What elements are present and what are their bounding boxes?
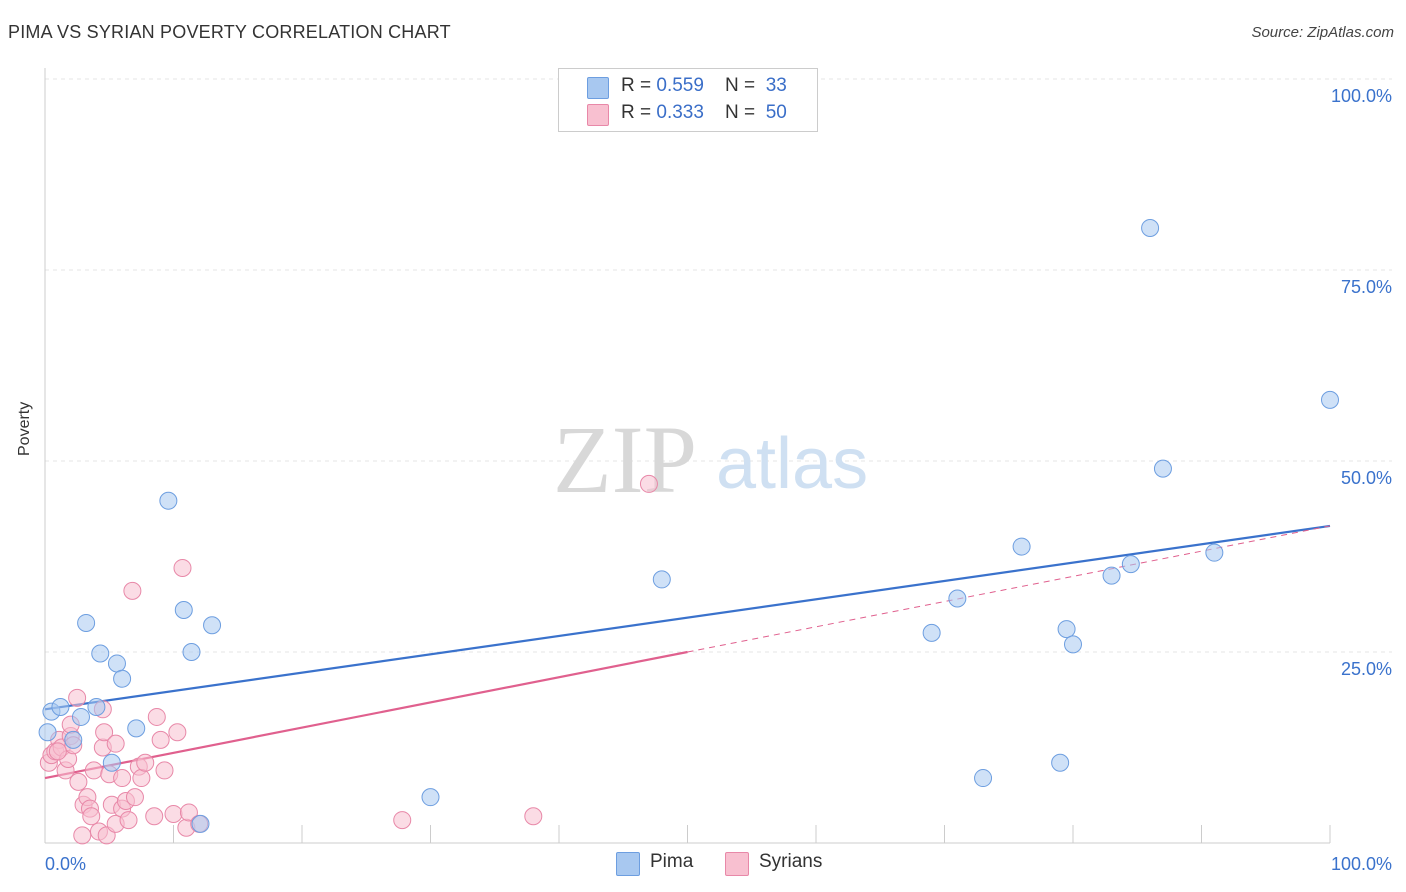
pima-point (1102, 566, 1121, 585)
bottom-pima-swatch (616, 852, 640, 876)
tick-labels: 25.0% 50.0% 75.0% 100.0% 0.0% 100.0% (45, 86, 1392, 874)
syrians-n-value: 50 (765, 102, 787, 123)
syrians-point (68, 688, 87, 707)
syrians-point (95, 723, 114, 742)
pima-point (922, 623, 941, 642)
pima-point (64, 730, 83, 749)
pima-point (51, 698, 70, 717)
pima-point (91, 644, 110, 663)
data-points (38, 218, 1339, 845)
y-axis-label: Poverty (16, 401, 33, 456)
syrians-point (69, 772, 88, 791)
pima-point (107, 654, 126, 673)
syrians-r-value: 0.333 (656, 102, 704, 123)
chart-title: PIMA VS SYRIAN POVERTY CORRELATION CHART (8, 22, 451, 42)
pima-point (1057, 620, 1076, 639)
pima-point (174, 600, 193, 619)
pima-point (87, 698, 106, 717)
syrians-point (48, 742, 67, 761)
syrians-point (393, 811, 412, 830)
syrians-point (119, 811, 138, 830)
syrians-point (123, 581, 142, 600)
source-label: Source: ZipAtlas.com (1251, 24, 1394, 41)
syrians-point (145, 807, 164, 826)
pima-point (182, 643, 201, 661)
syrians-point (639, 474, 658, 493)
pima-n-value: 33 (765, 75, 787, 96)
x-tick-label: 0.0% (45, 854, 86, 874)
syrians-point (164, 804, 183, 823)
syrians-trend-extension (687, 525, 1331, 653)
y-tick-label: 50.0% (1341, 468, 1392, 488)
pima-point (1121, 555, 1140, 574)
pima-point (38, 723, 57, 742)
syrians-point (179, 803, 198, 822)
pima-point (652, 570, 671, 589)
watermark-zip: ZIP (553, 406, 697, 513)
y-tick-label: 75.0% (1341, 277, 1392, 297)
pima-point (1205, 543, 1224, 562)
syrians-point (113, 769, 132, 788)
pima-swatch (587, 77, 609, 99)
bottom-syrians-swatch (725, 852, 749, 876)
bottom-syrians-label: Syrians (759, 851, 823, 872)
syrians-point (132, 769, 151, 788)
pima-n-label: N = (725, 75, 761, 96)
pima-r-value: 0.559 (656, 75, 704, 96)
pima-point (1051, 753, 1070, 772)
syrians-swatch (587, 104, 609, 126)
pima-point (203, 616, 222, 635)
pima-point (77, 613, 96, 632)
pima-point (113, 669, 132, 688)
syrians-point (173, 558, 192, 577)
syrians-point (82, 807, 101, 826)
syrians-point (136, 753, 155, 772)
syrians-point (106, 734, 125, 753)
syrians-point (168, 723, 187, 742)
pima-point (1321, 390, 1339, 409)
syrians-n-label: N = (725, 102, 761, 123)
syrians-point (524, 807, 543, 826)
pima-point (102, 753, 121, 772)
watermark: ZIP atlas (553, 406, 868, 513)
pima-point (1141, 218, 1160, 237)
x-tick-label: 100.0% (1331, 854, 1392, 874)
syrians-point (147, 707, 166, 726)
pima-point (191, 814, 210, 833)
pima-point (421, 788, 440, 807)
pima-point (159, 491, 178, 510)
syrians-point (151, 730, 170, 749)
pima-point (974, 769, 993, 788)
pima-point (948, 589, 967, 608)
pima-point (71, 707, 90, 726)
syrians-point (125, 788, 144, 807)
pima-r-label: R = (621, 75, 657, 96)
watermark-atlas: atlas (716, 424, 868, 504)
pima-point (1153, 459, 1172, 478)
bottom-pima-label: Pima (650, 851, 694, 872)
syrians-point (155, 761, 174, 780)
pima-trend-line (44, 524, 1331, 711)
syrians-point (84, 761, 103, 780)
pima-point (127, 719, 146, 738)
correlation-legend: R = 0.559 N = 33 R = 0.333 N = 50 (558, 68, 818, 132)
pima-point (1064, 635, 1082, 654)
pima-point (1012, 537, 1031, 556)
syrians-r-label: R = (621, 102, 657, 123)
y-tick-label: 25.0% (1341, 659, 1392, 679)
y-tick-label: 100.0% (1331, 86, 1392, 106)
grid-lines (45, 78, 1392, 653)
syrians-point (73, 826, 92, 845)
